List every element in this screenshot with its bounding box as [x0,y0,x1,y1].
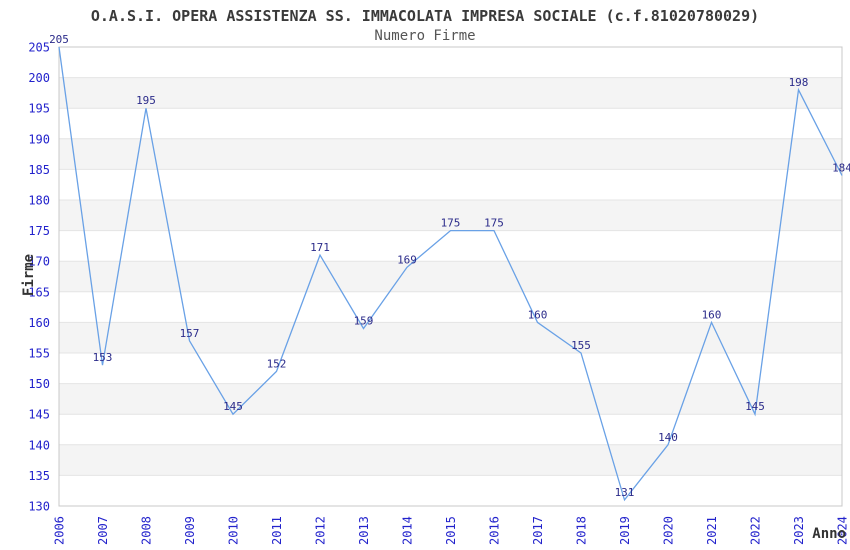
plot-band [59,200,842,231]
data-point-label: 205 [49,33,69,46]
x-tick-label: 2016 [488,516,502,545]
x-tick-label: 2008 [140,516,154,545]
data-point-label: 145 [223,400,243,413]
data-point-label: 160 [702,308,722,321]
y-tick-label: 140 [28,438,50,452]
data-point-label: 169 [397,253,417,266]
y-axis-title: Firme [21,253,37,297]
y-tick-label: 170 [28,255,50,269]
y-tick-label: 205 [28,41,50,55]
x-tick-label: 2021 [705,516,719,545]
y-tick-label: 180 [28,194,50,208]
x-tick-label: 2022 [749,516,763,545]
y-tick-label: 175 [28,224,50,238]
y-tick-label: 145 [28,408,50,422]
x-tick-label: 2013 [357,516,371,545]
data-point-label: 157 [180,327,200,340]
x-tick-label: 2012 [314,516,328,545]
series-line [58,46,843,502]
data-point-label: 145 [745,400,765,413]
data-point-label: 159 [354,315,374,328]
y-tick-label: 200 [28,71,50,85]
x-tick-label: 2015 [444,516,458,545]
y-tick-label: 195 [28,102,50,116]
x-tick-label: 2018 [575,516,589,545]
plot-band [59,322,842,353]
plot-band [59,383,842,415]
y-tick-label: 155 [28,347,50,361]
plot-band [59,444,842,476]
plot-band [59,138,842,170]
y-tick-label: 130 [28,500,50,514]
data-point-label: 152 [267,357,287,370]
y-tick-label: 190 [28,132,50,146]
data-point-label: 171 [310,241,330,254]
x-tick-label: 2020 [662,516,676,545]
y-tick-label: 165 [28,285,50,299]
y-tick-label: 160 [28,316,50,330]
x-tick-label: 2006 [53,516,67,545]
x-tick-label: 2024 [836,516,850,545]
data-point-label: 195 [136,94,156,107]
x-tick-label: 2017 [531,516,545,545]
data-point-label: 155 [571,339,591,352]
data-point-label: 140 [658,431,678,444]
plot-border [58,46,843,507]
x-tick-label: 2011 [270,516,284,545]
data-point-label: 153 [93,351,113,364]
x-tick-label: 2009 [183,516,197,545]
data-point-label: 198 [789,76,809,89]
data-point-label: 131 [615,486,635,499]
x-tick-label: 2014 [401,516,415,545]
data-point-label: 175 [484,217,504,230]
y-tick-label: 185 [28,163,50,177]
x-axis-title: Anno [812,526,846,542]
data-point-label: 160 [528,308,548,321]
y-tick-label: 150 [28,377,50,391]
plot-band [59,77,842,109]
data-point-label: 184 [832,162,850,175]
x-tick-label: 2023 [792,516,806,545]
data-point-label: 175 [441,217,461,230]
y-tick-label: 135 [28,469,50,483]
x-tick-label: 2010 [227,516,241,545]
plot-band [59,261,842,292]
chart-subtitle: Numero Firme [374,28,476,44]
chart-title: O.A.S.I. OPERA ASSISTENZA SS. IMMACOLATA… [90,7,760,25]
x-tick-label: 2019 [618,516,632,545]
x-tick-label: 2007 [96,516,110,545]
